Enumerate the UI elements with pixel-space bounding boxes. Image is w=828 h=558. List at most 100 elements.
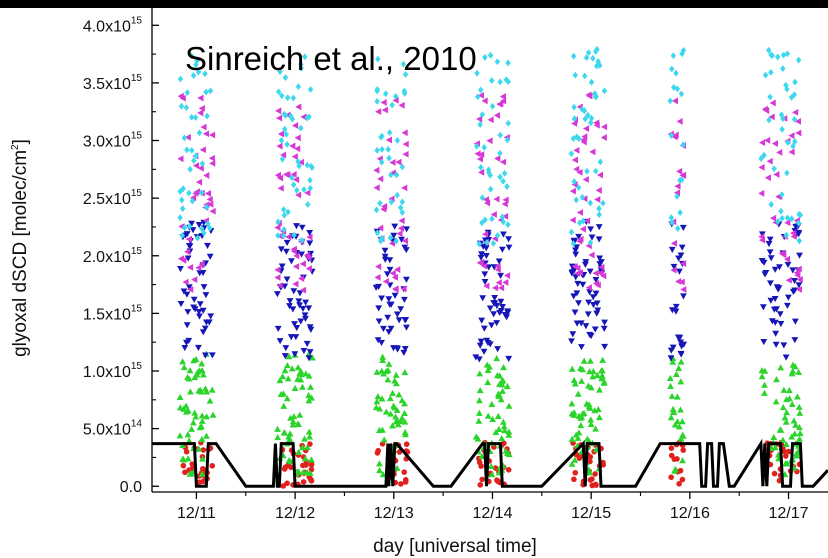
data-point [399,163,406,171]
data-point [206,195,213,203]
data-point [275,232,281,239]
data-point [289,142,296,150]
data-point [191,276,198,284]
data-point [570,293,578,300]
data-point [387,234,394,242]
data-point [674,334,682,341]
data-point [205,220,211,228]
data-point [791,318,799,325]
data-point [668,445,675,451]
data-point [779,214,785,222]
data-point [284,171,291,179]
data-point [401,418,409,425]
data-point [775,217,781,225]
data-point [472,354,480,361]
data-point [375,447,381,454]
data-point [185,243,193,250]
data-point [482,230,489,238]
data-point [276,377,284,384]
data-point [378,395,386,402]
data-point [675,364,683,372]
data-point [204,112,210,120]
data-point [788,400,796,407]
data-point [585,91,592,99]
data-point [494,155,501,162]
data-point [307,184,314,192]
data-point [196,313,203,320]
data-point [181,134,188,142]
data-point [669,358,677,365]
data-point [191,157,197,164]
data-point [783,460,791,467]
data-point [192,162,200,169]
data-point [474,69,480,77]
data-point [761,151,767,159]
data-point [208,352,216,359]
data-point [582,72,588,80]
data-point [680,293,687,300]
data-point [796,409,804,416]
data-point [179,94,186,102]
data-point [475,417,483,424]
data-point [597,367,605,374]
data-point [385,360,393,367]
data-point [789,267,797,274]
x-tick-label: 12/12 [275,505,315,522]
data-point [297,318,305,325]
data-point [294,145,301,153]
data-point [282,248,290,255]
data-point [772,330,780,337]
data-point [379,356,387,364]
data-point [771,295,779,303]
axes-layer [151,8,828,493]
data-point [198,260,205,268]
data-point [394,191,400,199]
data-point [497,308,505,315]
data-point [789,215,795,223]
data-point [499,418,507,425]
data-point [201,229,207,237]
data-point [765,241,773,248]
data-point [186,367,194,374]
data-point [591,407,599,414]
data-point [279,155,286,163]
x-tick-label: 12/13 [374,505,414,522]
data-point [197,109,204,117]
data-point [192,355,200,362]
data-point [504,383,511,390]
data-point [393,464,401,472]
data-point [677,378,685,385]
data-point [203,203,210,211]
data-point [484,366,492,374]
data-point [196,270,204,277]
data-point [301,312,309,319]
data-point [302,370,310,377]
data-point [488,400,496,408]
data-point [385,136,393,144]
data-point [482,253,490,260]
data-point [298,275,305,282]
data-point [784,85,790,93]
data-point [766,249,774,256]
data-point [186,189,192,197]
data-point [494,58,501,66]
data-point [494,231,501,239]
data-point [202,352,209,359]
data-point [500,218,506,226]
data-point [573,146,580,154]
data-point [295,103,302,111]
data-point [198,104,205,112]
data-point [488,322,495,329]
data-point [493,302,501,309]
data-point [794,271,801,279]
data-point [568,460,576,467]
data-point [280,232,287,240]
data-point [600,123,608,131]
data-point [498,246,506,253]
data-point [401,184,408,192]
data-point [580,409,588,417]
data-point [574,270,581,277]
data-point [283,130,289,138]
data-point [307,86,314,93]
data-point [381,256,389,263]
